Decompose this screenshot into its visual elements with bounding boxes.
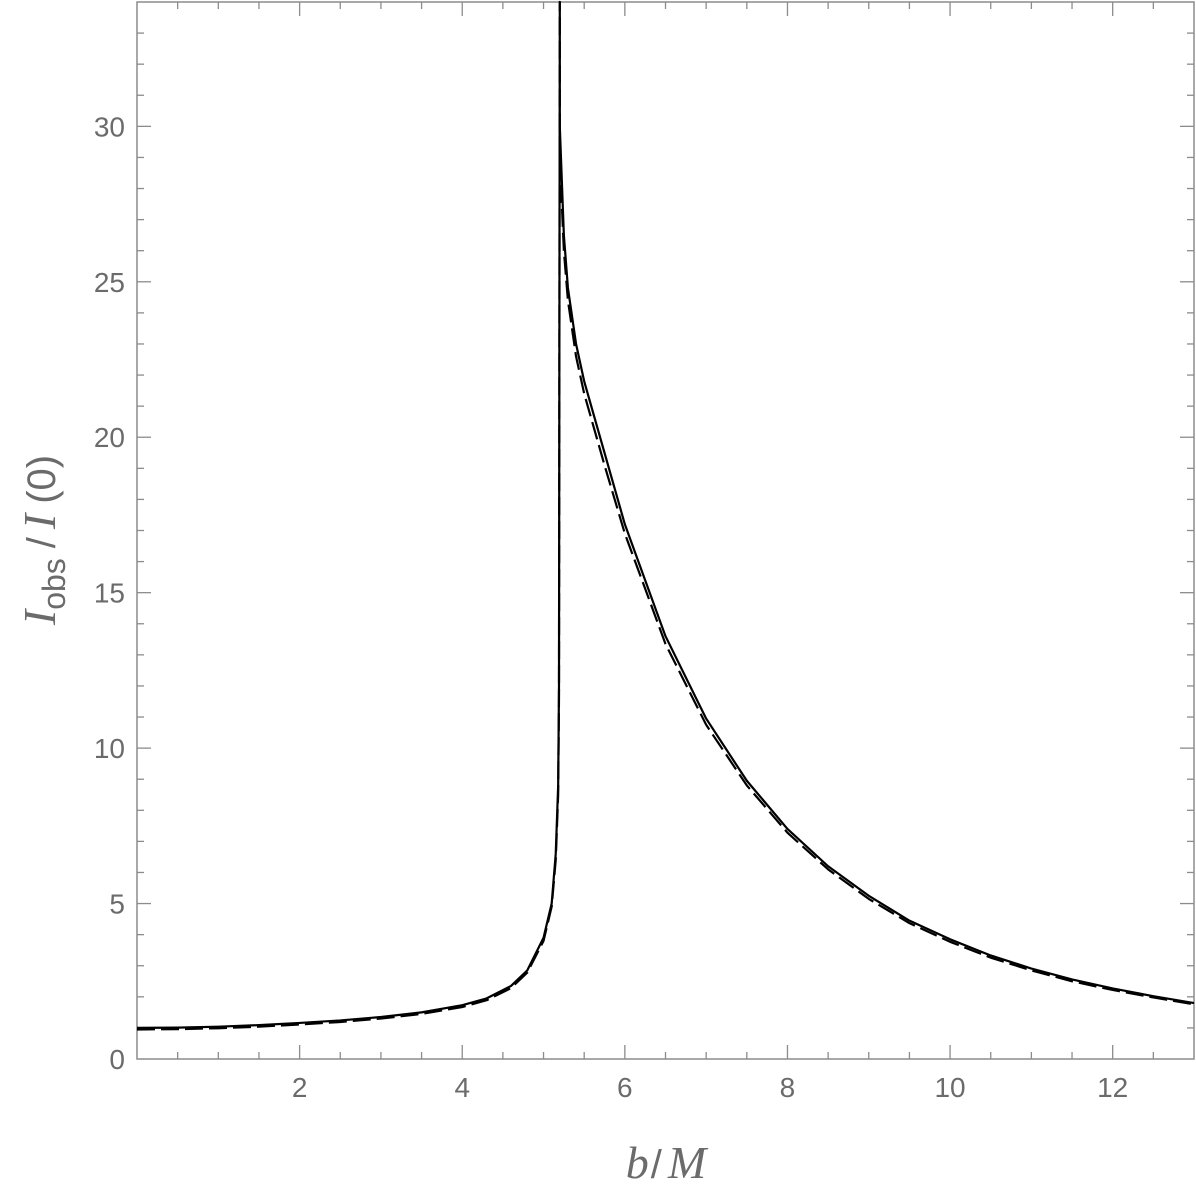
- y-tick-label: 10: [94, 733, 125, 764]
- x-tick-label: 8: [780, 1072, 796, 1103]
- x-tick-label: 12: [1097, 1072, 1128, 1103]
- x-tick-label: 4: [454, 1072, 470, 1103]
- x-tick-label: 6: [617, 1072, 633, 1103]
- y-axis-label: Iobs/I(0): [14, 455, 72, 626]
- y-tick-label: 15: [94, 578, 125, 609]
- tick-labels: 2 4 6 8 10 12 0 5 10 15 20 25 30: [94, 111, 1128, 1103]
- x-tick-label: 2: [292, 1072, 308, 1103]
- x-axis-label: b/M: [626, 1137, 709, 1188]
- series-layer: [136, 0, 1195, 1031]
- y-tick-label: 5: [109, 889, 125, 920]
- plot-border: [136, 1, 1195, 1060]
- y-tick-label: 0: [109, 1044, 125, 1075]
- y-tick-label: 20: [94, 422, 125, 453]
- y-tick-label: 30: [94, 111, 125, 142]
- x-tick-label: 10: [934, 1072, 965, 1103]
- plot-frame: [136, 1, 1195, 1060]
- y-tick-label: 25: [94, 267, 125, 298]
- axis-ticks: [137, 2, 1194, 1059]
- series-line-solid: [136, 0, 1195, 1030]
- series-line-dashed: [136, 0, 1195, 1031]
